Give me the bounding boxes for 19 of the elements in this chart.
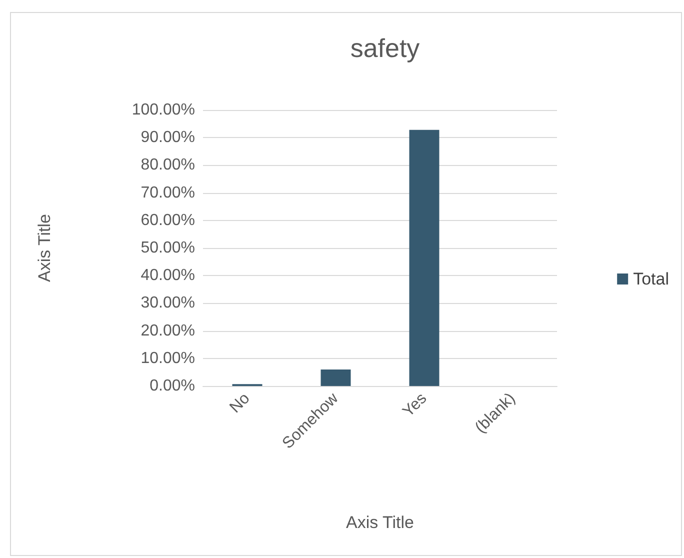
y-tick-label: 100.00% <box>132 102 195 118</box>
y-tick-label: 80.00% <box>140 156 195 174</box>
x-tick-label: Yes <box>400 390 430 420</box>
y-tick-label: 70.00% <box>140 184 195 202</box>
y-tick-label: 40.00% <box>140 267 195 284</box>
chart-title: safety <box>350 33 420 63</box>
bar <box>409 130 440 386</box>
y-tick-label: 50.00% <box>140 240 195 256</box>
y-tick-label: 90.00% <box>140 129 195 146</box>
y-tick-label: 0.00% <box>150 378 195 394</box>
y-tick-label: 30.00% <box>140 294 195 312</box>
x-axis-title: Axis Title <box>346 513 414 532</box>
x-tick-label: No <box>226 390 254 416</box>
bar <box>320 369 351 386</box>
legend-label: Total <box>633 270 670 288</box>
y-tick-label: 60.00% <box>140 212 195 229</box>
y-axis-title: Axis Title <box>35 214 54 282</box>
y-tick-label: 20.00% <box>140 322 195 340</box>
y-tick-label: 10.00% <box>140 350 195 367</box>
